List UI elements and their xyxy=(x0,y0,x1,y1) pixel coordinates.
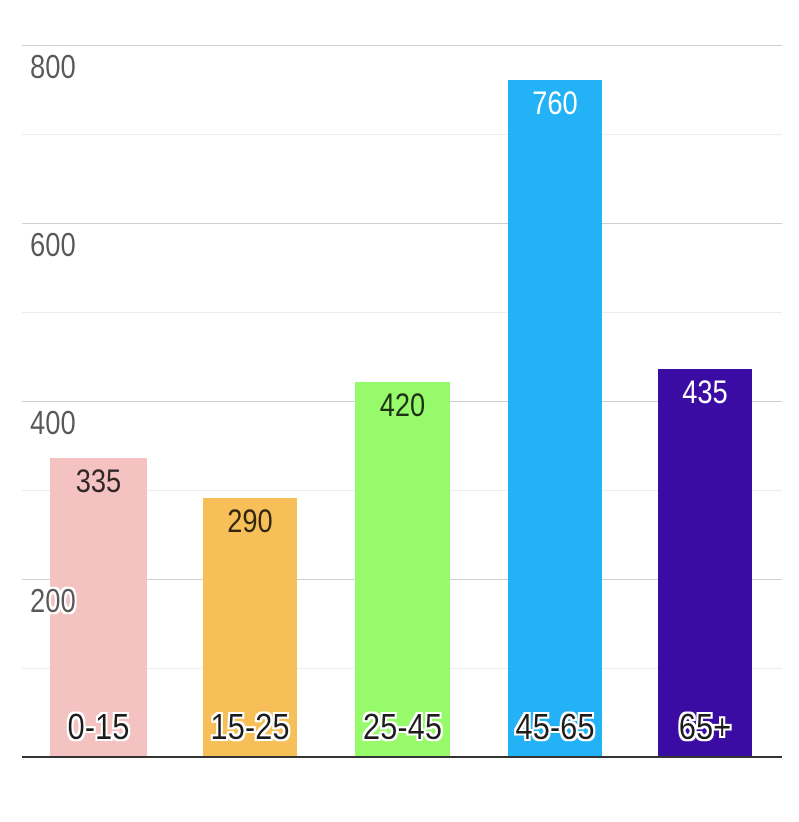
svg-text:800: 800 xyxy=(30,50,76,86)
svg-text:400: 400 xyxy=(30,406,76,442)
svg-text:600: 600 xyxy=(30,228,76,264)
